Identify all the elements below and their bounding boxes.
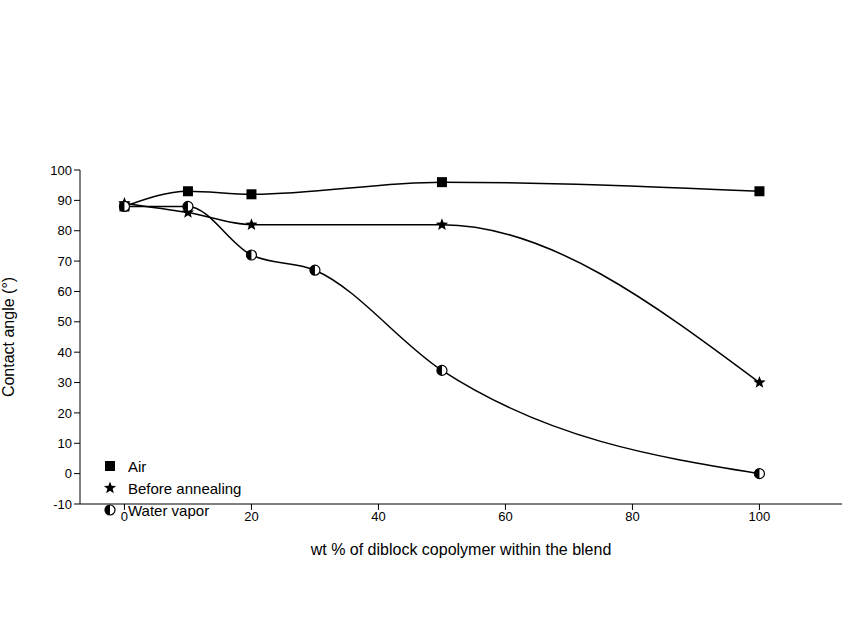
svg-text:80: 80 [625,509,639,524]
html-text:Water vapor: Water vapor [128,501,210,519]
svg-text:40: 40 [58,345,72,360]
svg-text:-10: -10 [53,497,72,512]
svg-text:20: 20 [244,509,258,524]
svg-text:100: 100 [749,509,771,524]
svg-text:70: 70 [58,254,72,269]
svg-text:wt % of diblock copolymer with: wt % of diblock copolymer within the ble… [310,541,612,558]
svg-text:Contact angle (°): Contact angle (°) [0,277,17,397]
svg-text:0: 0 [121,509,128,524]
svg-text:100: 100 [50,163,72,178]
svg-text:90: 90 [58,193,72,208]
svg-text:50: 50 [58,314,72,329]
html-text:Air: Air [128,457,147,475]
html-text:Before annealing: Before annealing [128,479,242,497]
svg-text:10: 10 [58,436,72,451]
svg-text:60: 60 [58,284,72,299]
svg-text:30: 30 [58,375,72,390]
svg-text:40: 40 [371,509,385,524]
svg-text:60: 60 [498,509,512,524]
svg-text:80: 80 [58,223,72,238]
svg-text:20: 20 [58,406,72,421]
svg-text:0: 0 [65,466,72,481]
